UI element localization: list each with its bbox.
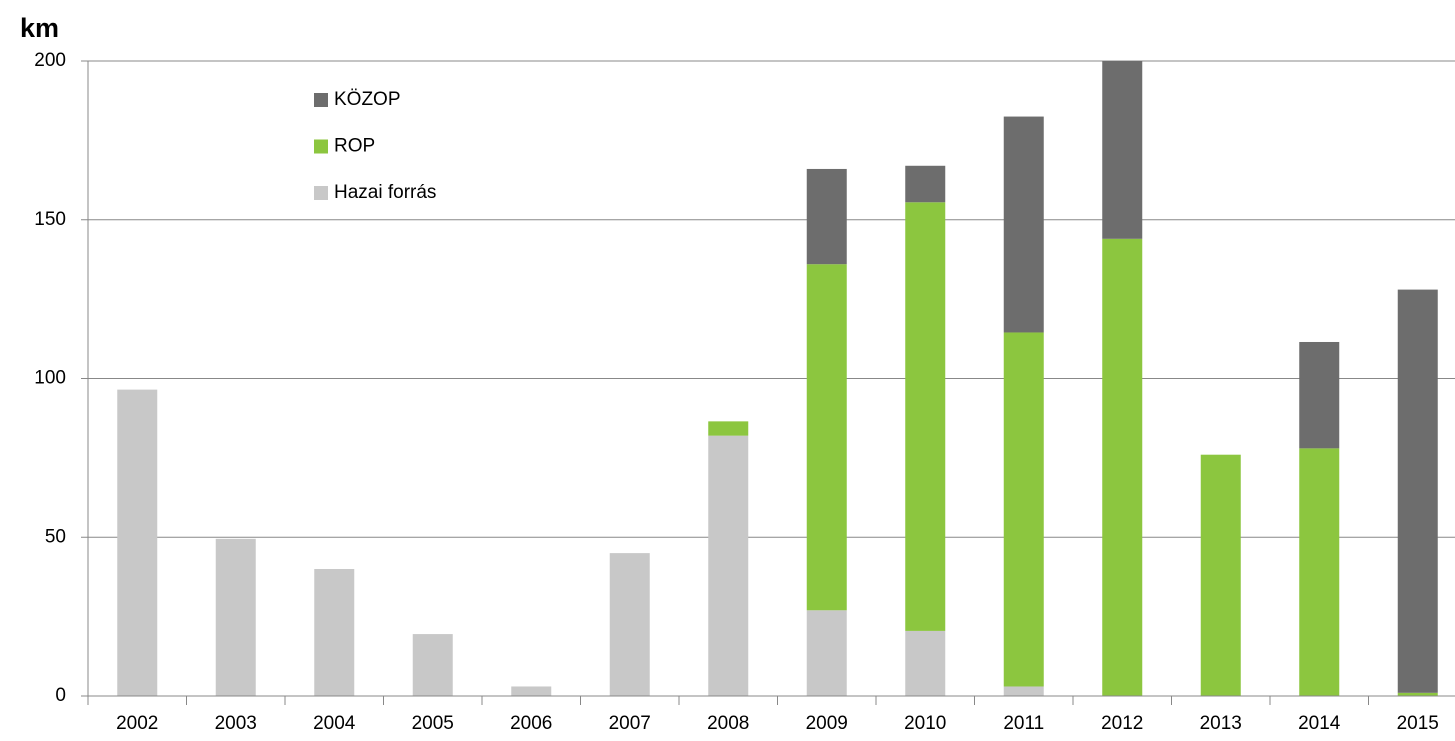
legend-swatch bbox=[314, 139, 328, 154]
legend-swatch bbox=[314, 186, 328, 200]
bar-segment bbox=[1200, 454, 1241, 696]
legend-swatch bbox=[314, 93, 328, 107]
y-tick-label: 100 bbox=[34, 368, 66, 389]
bar-segment bbox=[1397, 692, 1438, 696]
y-tick-label: 200 bbox=[34, 50, 66, 71]
bar-segment bbox=[806, 168, 847, 265]
x-tick-label: 2013 bbox=[1200, 713, 1242, 734]
x-tick-label: 2007 bbox=[609, 713, 651, 734]
x-tick-label: 2006 bbox=[510, 713, 552, 734]
bar-segment bbox=[806, 264, 847, 611]
bar-segment bbox=[412, 634, 453, 696]
bar-segment bbox=[215, 538, 256, 696]
x-tick-label: 2003 bbox=[215, 713, 257, 734]
bar-segment bbox=[1003, 116, 1044, 333]
x-tick-label: 2010 bbox=[904, 713, 946, 734]
x-tick-label: 2008 bbox=[707, 713, 749, 734]
bar-segment bbox=[1299, 448, 1340, 696]
y-tick-label: 150 bbox=[34, 209, 66, 230]
bar-segment bbox=[1397, 289, 1438, 693]
x-tick-label: 2004 bbox=[313, 713, 356, 734]
bar-segment bbox=[1299, 341, 1340, 449]
x-tick-label: 2002 bbox=[116, 713, 158, 734]
x-tick-label: 2011 bbox=[1003, 713, 1044, 734]
x-tick-label: 2009 bbox=[806, 713, 848, 734]
bar-segment bbox=[905, 202, 946, 631]
bar-segment bbox=[708, 435, 749, 696]
x-tick-label: 2015 bbox=[1397, 713, 1439, 734]
bar-segment bbox=[1102, 238, 1143, 697]
bar-segment bbox=[511, 686, 552, 696]
bar-segment bbox=[806, 610, 847, 696]
y-tick-label: 50 bbox=[45, 526, 66, 547]
x-tick-label: 2012 bbox=[1101, 713, 1143, 734]
bar-segment bbox=[708, 421, 749, 436]
bar-segment bbox=[905, 630, 946, 696]
bar-segment bbox=[609, 553, 650, 696]
bar-segment bbox=[117, 389, 158, 696]
y-tick-label: 0 bbox=[55, 685, 66, 706]
legend-label: ROP bbox=[334, 136, 375, 157]
legend-label: Hazai forrás bbox=[334, 182, 436, 203]
y-axis-label: km bbox=[20, 13, 59, 43]
bar-segment bbox=[1003, 686, 1044, 696]
bar-segment bbox=[314, 569, 355, 696]
x-tick-label: 2005 bbox=[412, 713, 454, 734]
bar-segment bbox=[905, 165, 946, 203]
bar-segment bbox=[1102, 61, 1143, 239]
legend-label: KÖZOP bbox=[334, 89, 401, 110]
bar-segment bbox=[1003, 332, 1044, 687]
x-tick-label: 2014 bbox=[1298, 713, 1341, 734]
